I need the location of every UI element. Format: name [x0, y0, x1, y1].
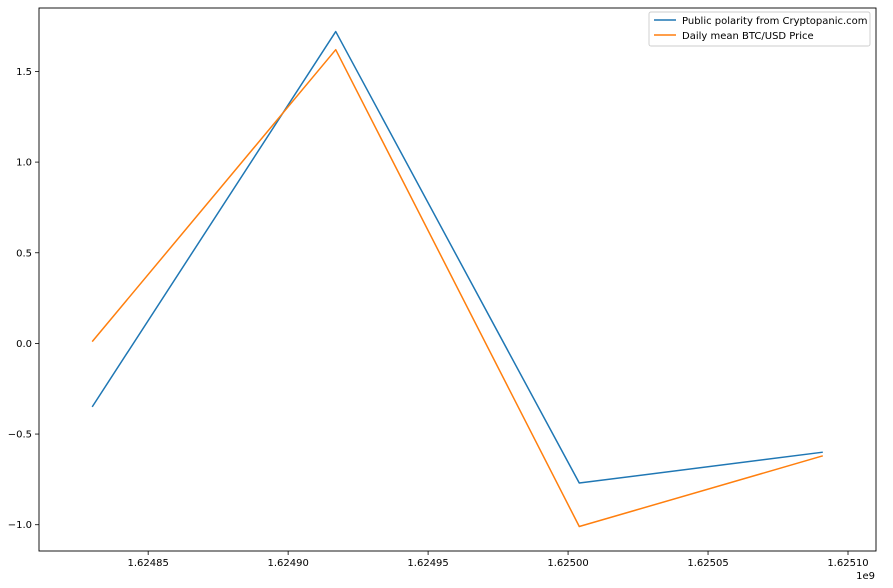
legend: Public polarity from Cryptopanic.com Dai…	[648, 11, 871, 47]
y-tick-label: −0.5	[8, 430, 32, 441]
legend-label-btc-price: Daily mean BTC/USD Price	[682, 31, 814, 42]
series-layer	[91, 30, 824, 528]
plot-frame	[38, 7, 877, 552]
y-tick-label: 0.5	[16, 248, 32, 259]
legend-label-polarity: Public polarity from Cryptopanic.com	[682, 16, 868, 27]
plot-area	[39, 8, 876, 551]
y-axis: −1.0 −0.5 0.0 0.5 1.0 1.5	[8, 67, 39, 531]
x-tick-label: 1.62495	[407, 558, 448, 569]
y-tick-label: 1.0	[16, 158, 32, 169]
x-axis: 1.62485 1.62490 1.62495 1.62500 1.62505 1.625…	[127, 551, 869, 569]
series-line-0	[91, 30, 823, 484]
y-tick-label: 0.0	[16, 339, 32, 350]
legend-box	[648, 11, 871, 47]
x-tick-label: 1.62485	[127, 558, 168, 569]
x-tick-label: 1.62505	[687, 558, 728, 569]
series-line-1	[91, 48, 824, 528]
x-tick-label: 1.62500	[547, 558, 588, 569]
y-tick-label: −1.0	[8, 520, 32, 531]
x-tick-label: 1.62510	[827, 558, 868, 569]
y-tick-label: 1.5	[16, 67, 32, 78]
x-axis-offset-label: 1e9	[856, 571, 875, 582]
x-tick-label: 1.62490	[267, 558, 308, 569]
